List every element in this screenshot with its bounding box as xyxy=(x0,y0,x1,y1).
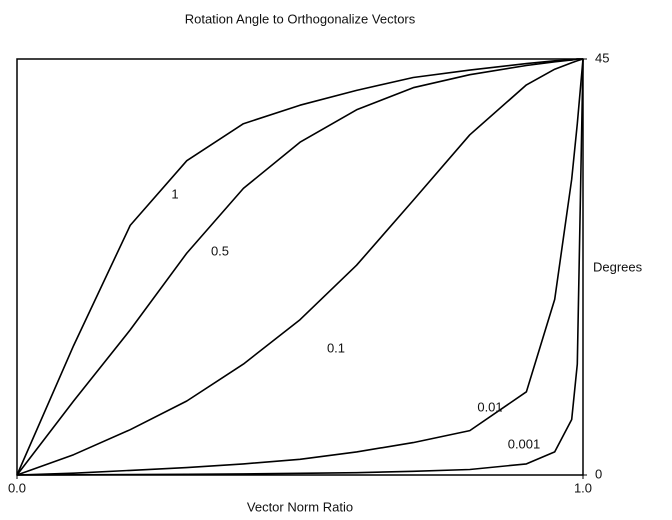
curve-label: 1 xyxy=(171,186,178,201)
curve-label: 0.001 xyxy=(508,436,541,451)
y-axis-label: Degrees xyxy=(593,259,643,274)
series-line xyxy=(16,58,583,476)
x-tick-label: 1.0 xyxy=(574,480,592,495)
y-tick-label: 45 xyxy=(595,50,609,65)
curve-label: 0.1 xyxy=(327,340,345,355)
x-tick-label: 0.0 xyxy=(8,480,26,495)
x-axis-label: Vector Norm Ratio xyxy=(247,499,353,514)
plot-frame xyxy=(16,58,584,476)
y-tick-label: 0 xyxy=(595,466,602,481)
series-line xyxy=(16,58,584,476)
curve-label: 0.01 xyxy=(477,399,502,414)
series-line xyxy=(16,58,584,476)
series-line xyxy=(16,58,584,476)
chart-title: Rotation Angle to Orthogonalize Vectors xyxy=(185,11,416,26)
curve-label: 0.5 xyxy=(211,243,229,258)
